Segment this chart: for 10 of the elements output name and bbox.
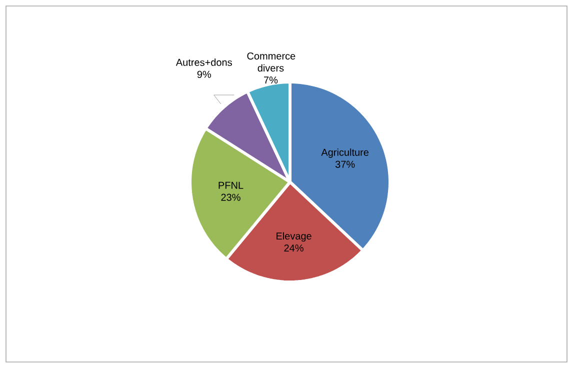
slice-label: Autres+dons [176,58,232,66]
data-label: 37% [335,160,355,168]
slice-label: Commerce divers [247,52,296,72]
slice-label: Elevage [276,232,312,242]
data-label: 24% [284,244,304,252]
data-label: 23% [221,194,240,201]
data-label: 7% [264,76,278,84]
data-label: 9% [197,70,211,78]
slice-label: Agriculture [321,148,369,158]
slice-label: PFNL [218,182,244,189]
